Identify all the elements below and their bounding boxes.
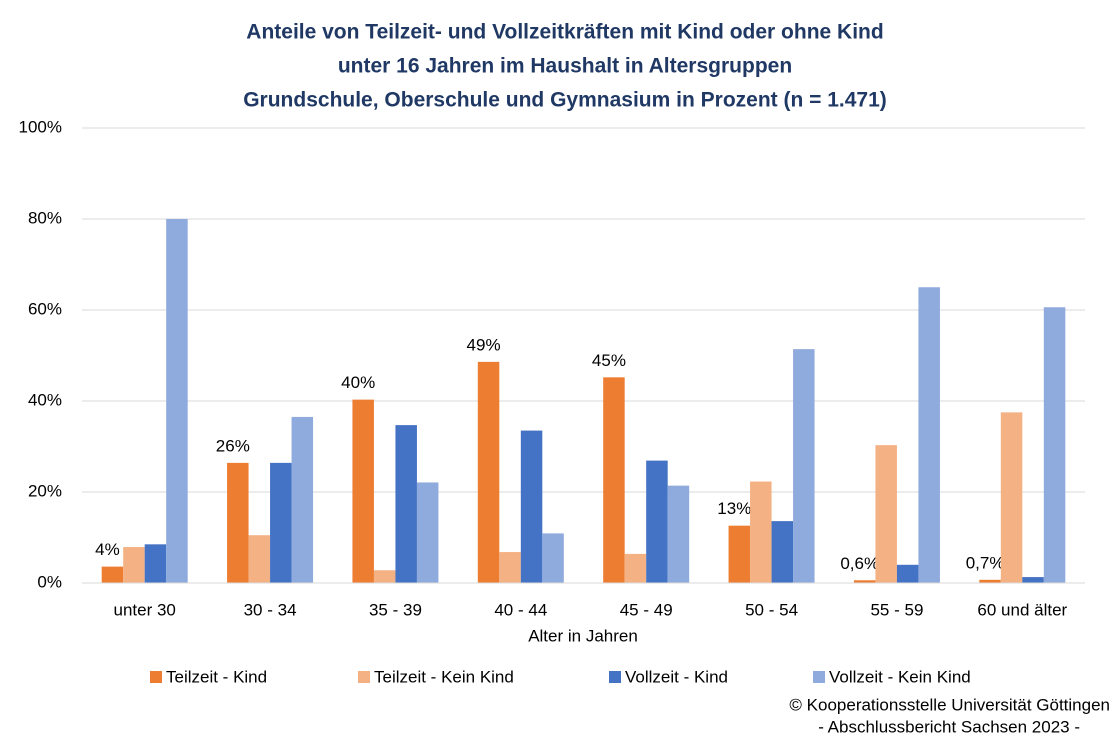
data-label: 4% (95, 540, 120, 559)
legend-swatch (609, 671, 621, 683)
bar (416, 482, 439, 583)
x-tick-label: 45 - 49 (620, 600, 673, 619)
bar (352, 399, 374, 583)
bar (875, 445, 897, 583)
bar (270, 462, 292, 583)
bar (373, 570, 396, 583)
legend-label: Vollzeit - Kind (625, 667, 728, 686)
bar (291, 416, 314, 583)
legend-swatch (358, 671, 370, 683)
legend-swatch (813, 671, 825, 683)
bar (918, 287, 940, 583)
bar (520, 430, 543, 583)
y-tick-label: 80% (28, 208, 62, 227)
bar (896, 564, 919, 583)
data-label: 13% (717, 499, 751, 518)
bar (750, 481, 772, 583)
data-label: 49% (467, 335, 501, 354)
legend-label: Teilzeit - Kein Kind (374, 667, 514, 686)
y-tick-label: 60% (28, 299, 62, 318)
x-tick-label: 30 - 34 (244, 600, 297, 619)
x-tick-label: 50 - 54 (745, 600, 798, 619)
bar (542, 533, 564, 583)
bar (603, 377, 625, 583)
chart-title: unter 16 Jahren im Haushalt in Altersgru… (338, 55, 792, 78)
data-label: 40% (341, 373, 375, 392)
x-tick-label: unter 30 (113, 600, 175, 619)
x-tick-label: 60 und älter (977, 600, 1067, 619)
source: © Kooperationsstelle Universität Götting… (789, 695, 1110, 714)
data-label: 0,6% (840, 554, 879, 573)
bar (477, 361, 500, 583)
x-axis-label: Alter in Jahren (528, 626, 638, 645)
bar (853, 580, 876, 583)
bar (166, 219, 188, 583)
bar (728, 525, 751, 583)
chart-title: Anteile von Teilzeit- und Vollzeitkräfte… (246, 21, 883, 44)
bar (227, 462, 249, 583)
legend-label: Vollzeit - Kein Kind (829, 667, 971, 686)
y-tick-label: 100% (19, 117, 62, 136)
y-tick-label: 20% (28, 481, 62, 500)
bar (771, 521, 794, 583)
bar (667, 485, 690, 583)
bar (123, 547, 145, 583)
data-label: 0,7% (966, 553, 1005, 572)
x-tick-label: 40 - 44 (494, 600, 547, 619)
y-tick-label: 0% (37, 572, 62, 591)
bar (1022, 577, 1044, 583)
data-label: 26% (216, 436, 250, 455)
y-tick-label: 40% (28, 390, 62, 409)
bar (1000, 412, 1023, 583)
data-label: 45% (592, 351, 626, 370)
x-tick-label: 55 - 59 (870, 600, 923, 619)
bar (1043, 307, 1066, 583)
bar (624, 553, 647, 583)
bar (646, 460, 668, 583)
bar (395, 425, 417, 583)
bar (101, 566, 124, 583)
bar (793, 349, 815, 583)
bar (979, 579, 1001, 583)
x-tick-label: 35 - 39 (369, 600, 422, 619)
bar (248, 535, 271, 583)
bar (144, 544, 167, 583)
chart-title: Grundschule, Oberschule und Gymnasium in… (243, 89, 887, 112)
bar (499, 552, 521, 583)
legend-swatch (150, 671, 162, 683)
legend-label: Teilzeit - Kind (166, 667, 267, 686)
source: - Abschlussbericht Sachsen 2023 - (818, 717, 1080, 736)
